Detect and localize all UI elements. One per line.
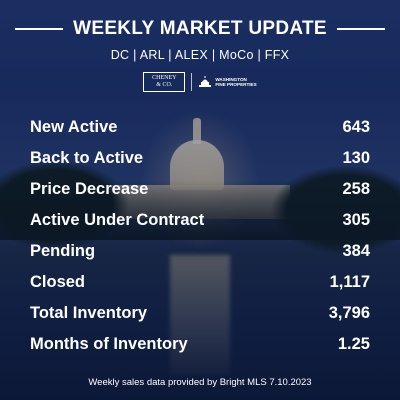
stat-row: Active Under Contract 305	[30, 205, 370, 236]
footer-credit: Weekly sales data provided by Bright MLS…	[88, 377, 312, 388]
title-row: WEEKLY MARKET UPDATE	[0, 18, 400, 40]
stat-row: Closed 1,117	[30, 267, 370, 298]
stat-label: Active Under Contract	[30, 211, 205, 229]
capitol-icon	[199, 76, 212, 87]
stat-label: Closed	[30, 273, 86, 291]
washington-logo-line2: FINE PROPERTIES	[215, 82, 257, 87]
stat-row: New Active 643	[30, 112, 370, 143]
stat-label: Back to Active	[30, 149, 144, 167]
cheney-logo-line1: CHENEY	[152, 75, 177, 81]
stat-row: Price Decrease 258	[30, 174, 370, 205]
stat-row: Pending 384	[30, 236, 370, 267]
reflecting-pool	[0, 250, 400, 400]
cheney-logo-line2: & CO.	[156, 82, 173, 88]
logo-divider	[191, 73, 193, 91]
stats-list: New Active 643 Back to Active 130 Price …	[30, 112, 370, 360]
brand-logos: CHENEY & CO. WASHINGTON FINE PROPERTIES	[0, 72, 400, 92]
dome-spire	[193, 118, 201, 144]
stat-value: 305	[342, 211, 370, 229]
regions-subtitle: DC | ARL | ALEX | MoCo | FFX	[110, 48, 290, 62]
stat-label: Pending	[30, 242, 96, 260]
title-rule-left	[15, 28, 64, 30]
stat-label: Total Inventory	[30, 304, 148, 322]
dome-reflection	[170, 255, 230, 375]
stat-value: 3,796	[328, 304, 370, 322]
stat-value: 1.25	[337, 335, 370, 353]
washington-logo-text: WASHINGTON FINE PROPERTIES	[215, 77, 256, 88]
stat-value: 258	[342, 180, 370, 198]
tree-line	[0, 180, 400, 240]
stat-label: New Active	[30, 118, 118, 136]
stat-value: 384	[342, 242, 370, 260]
stat-label: Price Decrease	[30, 180, 149, 198]
washington-fine-properties-logo: WASHINGTON FINE PROPERTIES	[198, 76, 257, 88]
washington-logo-line1: WASHINGTON	[215, 76, 247, 82]
header: WEEKLY MARKET UPDATE DC | ARL | ALEX | M…	[0, 18, 400, 62]
stat-value: 643	[342, 118, 370, 136]
page-title: WEEKLY MARKET UPDATE	[73, 18, 327, 39]
cheney-logo: CHENEY & CO.	[143, 72, 186, 92]
stat-row: Total Inventory 3,796	[30, 298, 370, 329]
stat-value: 1,117	[329, 273, 370, 291]
title-rule-right	[336, 28, 385, 30]
stat-row: Months of Inventory 1.25	[30, 329, 370, 360]
stat-label: Months of Inventory	[30, 335, 188, 353]
stat-value: 130	[342, 149, 370, 167]
stat-row: Back to Active 130	[30, 143, 370, 174]
